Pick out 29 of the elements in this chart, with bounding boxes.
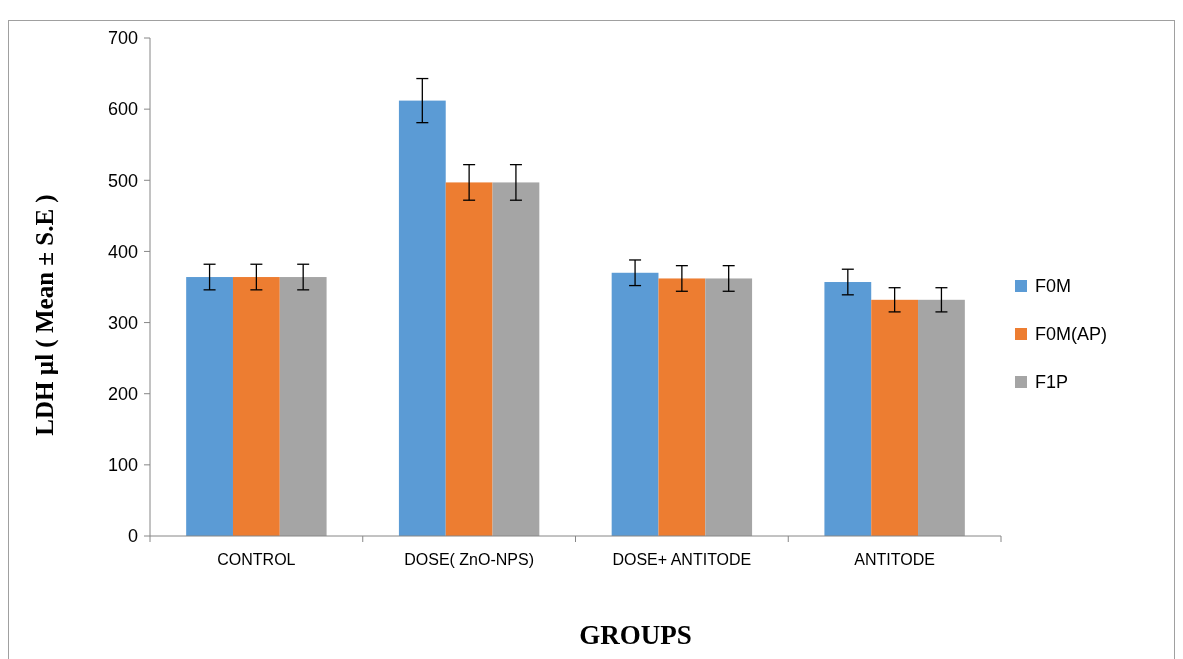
y-tick-label: 600 [107,99,138,120]
x-tick-label: DOSE+ ANTITODE [612,551,752,568]
x-tick-label: DOSE( ZnO-NPS) [404,551,535,568]
bar [492,182,540,536]
x-tick-label: ANTITODE [854,551,935,568]
y-tick-label: 700 [107,28,138,49]
y-tick-label: 0 [127,526,138,547]
x-axis-title: GROUPS [579,620,692,650]
bar [658,278,706,536]
bar [445,182,493,536]
y-tick-label: 400 [107,241,138,262]
y-tick-label: 300 [107,312,138,333]
y-tick-label: 500 [107,170,138,191]
bar [398,100,446,536]
bar [871,299,919,536]
bar [705,278,753,536]
bar [824,282,872,536]
y-tick-label: 200 [107,384,138,405]
y-tick-label: 100 [107,455,138,476]
legend-label: F0M [1035,276,1071,297]
x-tick-label: CONTROL [217,551,296,568]
legend-label: F0M(AP) [1035,324,1107,345]
y-axis-title: LDH µl ( Mean ± S.E ) [31,194,59,436]
legend-label: F1P [1035,372,1069,393]
bar [186,277,233,536]
bar [232,277,280,536]
bar [279,277,327,536]
bar [611,272,659,536]
bar [918,299,965,536]
